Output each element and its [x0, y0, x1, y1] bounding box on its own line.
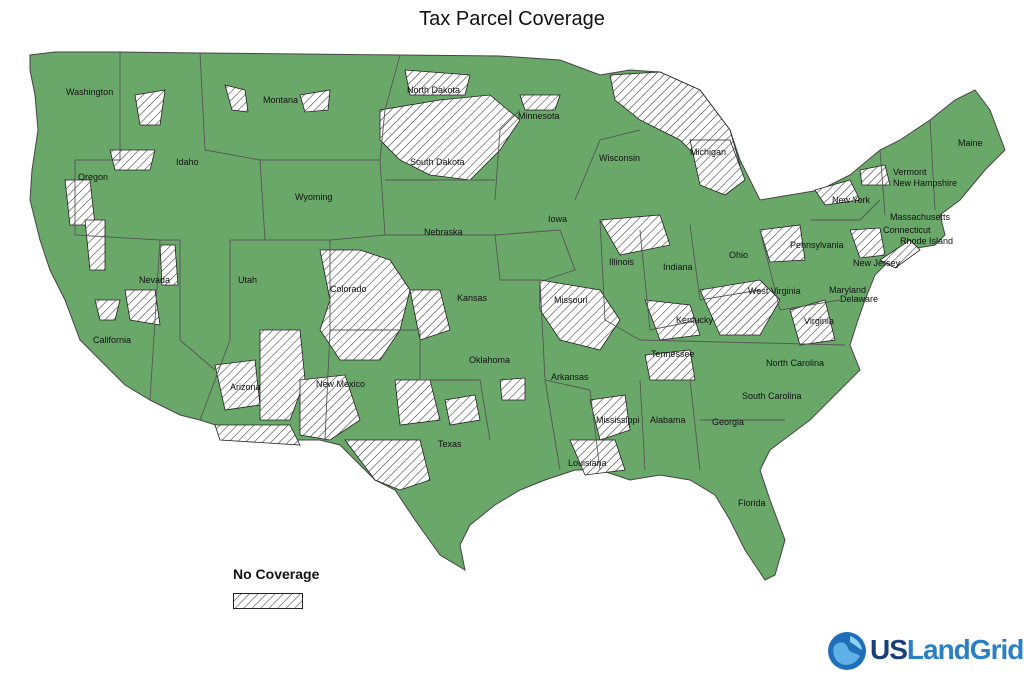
- state-label: Missouri: [554, 295, 588, 305]
- state-label: Kansas: [457, 293, 488, 303]
- state-label: Delaware: [840, 294, 878, 304]
- state-label: South Dakota: [410, 157, 465, 167]
- state-label: California: [93, 335, 131, 345]
- state-label: Nevada: [139, 275, 170, 285]
- state-label: Indiana: [663, 262, 693, 272]
- state-borders: [74, 52, 936, 471]
- state-label: Arkansas: [551, 372, 589, 382]
- state-label: Idaho: [176, 157, 199, 167]
- state-label: Wisconsin: [599, 153, 640, 163]
- state-label: Iowa: [548, 214, 567, 224]
- state-label: Tennessee: [651, 349, 695, 359]
- state-label: Wyoming: [295, 192, 332, 202]
- map-title: Tax Parcel Coverage: [419, 8, 605, 30]
- state-label: New Hampshire: [893, 178, 957, 188]
- us-landmass: [29, 51, 1006, 581]
- state-label: Maine: [958, 138, 983, 148]
- state-label: North Dakota: [407, 85, 460, 95]
- state-label: Alabama: [650, 415, 686, 425]
- state-label: Utah: [238, 275, 257, 285]
- state-label: Kentucky: [676, 315, 714, 325]
- no-coverage-swatch: [233, 593, 303, 609]
- state-label: South Carolina: [742, 391, 802, 401]
- state-label: Ohio: [729, 250, 748, 260]
- state-label: Texas: [438, 439, 462, 449]
- state-label: Colorado: [330, 284, 367, 294]
- state-label: Louisiana: [568, 458, 607, 468]
- state-label: Vermont: [893, 167, 927, 177]
- state-label: Oklahoma: [469, 355, 510, 365]
- state-label: West Virginia: [748, 286, 801, 296]
- state-label: Maryland: [829, 285, 866, 295]
- legend-title: No Coverage: [233, 566, 320, 582]
- state-label: Virginia: [804, 316, 834, 326]
- state-label: Illinois: [609, 257, 635, 267]
- state-label: Montana: [263, 95, 298, 105]
- logo-suffix: LandGrid: [906, 634, 1024, 665]
- state-label: Minnesota: [518, 111, 560, 121]
- state-label: Massachusetts: [890, 212, 951, 222]
- state-label: Pennsylvania: [790, 240, 844, 250]
- state-label: Mississippi: [596, 415, 640, 425]
- state-label: Nebraska: [424, 227, 463, 237]
- state-label: New Jersey: [853, 258, 901, 268]
- state-label: Michigan: [690, 147, 726, 157]
- state-label: Oregon: [78, 172, 108, 182]
- state-label: Connecticut: [883, 225, 931, 235]
- no-coverage-regions: [64, 69, 921, 491]
- state-label: North Carolina: [766, 358, 824, 368]
- logo-text: USLandGrid: [870, 634, 1024, 666]
- globe-icon: [828, 632, 866, 670]
- state-label: Florida: [738, 498, 766, 508]
- state-label: Washington: [66, 87, 113, 97]
- uslandgrid-logo: USLandGrid: [826, 628, 1024, 674]
- state-labels: Washington Montana North Dakota Minnesot…: [66, 85, 983, 508]
- state-label: Arizona: [230, 382, 261, 392]
- logo-prefix: US: [870, 634, 908, 665]
- state-label: Rhode Island: [900, 236, 953, 246]
- state-label: Georgia: [712, 417, 744, 427]
- state-label: New Mexico: [316, 379, 365, 389]
- state-label: New York: [832, 195, 871, 205]
